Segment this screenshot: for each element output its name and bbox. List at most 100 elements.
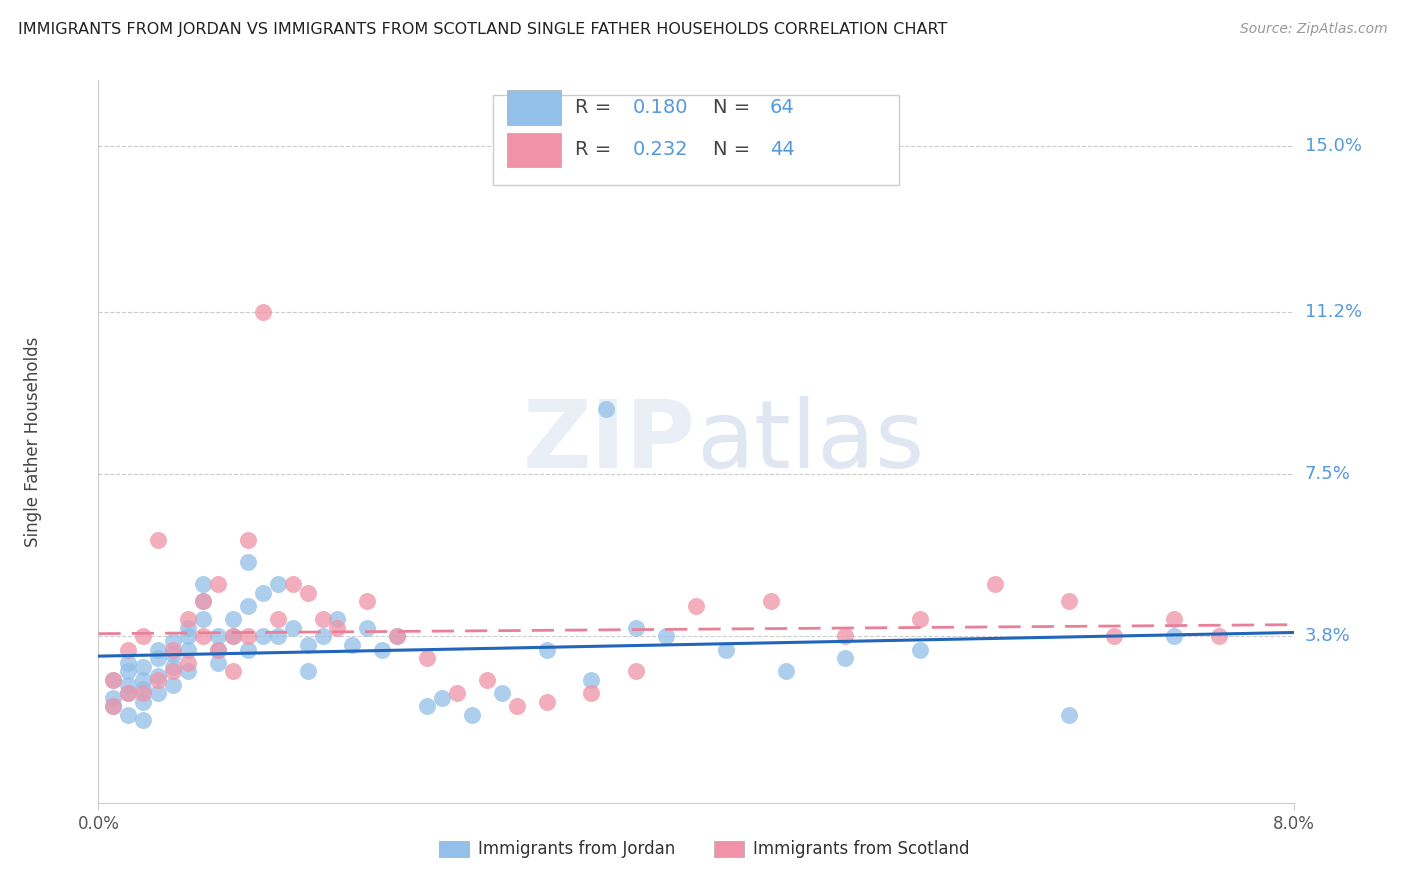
Point <box>236 599 259 613</box>
Point <box>117 686 139 700</box>
Text: 3.8%: 3.8% <box>1305 627 1350 646</box>
Point <box>222 629 245 643</box>
Point <box>117 642 139 657</box>
Text: N =: N = <box>713 140 756 160</box>
Point <box>775 665 797 679</box>
Point <box>1163 612 1185 626</box>
Point <box>148 642 170 657</box>
Point <box>267 629 290 643</box>
Point <box>177 621 200 635</box>
Point <box>177 642 200 657</box>
Text: 15.0%: 15.0% <box>1305 137 1361 155</box>
Text: 44: 44 <box>770 140 794 160</box>
Text: Immigrants from Jordan: Immigrants from Jordan <box>478 840 676 858</box>
Point <box>252 629 274 643</box>
Point <box>356 621 378 635</box>
Point <box>117 677 139 691</box>
Point <box>581 686 603 700</box>
Text: ZIP: ZIP <box>523 395 696 488</box>
Point <box>236 533 259 547</box>
Point <box>162 665 184 679</box>
Point <box>385 629 409 643</box>
Point <box>103 673 125 688</box>
Text: N =: N = <box>713 98 756 117</box>
Point <box>908 642 931 657</box>
Text: 0.180: 0.180 <box>633 98 688 117</box>
Point <box>581 673 603 688</box>
Point <box>103 699 125 714</box>
Point <box>626 621 648 635</box>
Text: Source: ZipAtlas.com: Source: ZipAtlas.com <box>1240 22 1388 37</box>
Point <box>536 642 558 657</box>
Point <box>132 629 155 643</box>
Point <box>506 699 529 714</box>
Point <box>222 665 245 679</box>
Point <box>162 660 184 674</box>
Point <box>117 656 139 670</box>
Point <box>191 594 214 608</box>
Text: IMMIGRANTS FROM JORDAN VS IMMIGRANTS FROM SCOTLAND SINGLE FATHER HOUSEHOLDS CORR: IMMIGRANTS FROM JORDAN VS IMMIGRANTS FRO… <box>18 22 948 37</box>
Point <box>117 708 139 723</box>
Point <box>491 686 513 700</box>
Point <box>103 673 125 688</box>
Point <box>326 612 349 626</box>
Point <box>191 577 214 591</box>
Point <box>311 629 333 643</box>
Point <box>446 686 468 700</box>
Point <box>342 638 364 652</box>
Text: 0.232: 0.232 <box>633 140 689 160</box>
Point <box>267 577 290 591</box>
Point <box>207 629 229 643</box>
FancyBboxPatch shape <box>714 841 744 857</box>
Point <box>416 699 439 714</box>
Point <box>148 533 170 547</box>
Point <box>281 621 304 635</box>
Point <box>1059 708 1081 723</box>
Point <box>595 401 617 416</box>
Point <box>461 708 484 723</box>
Point <box>148 669 170 683</box>
Point <box>132 660 155 674</box>
Point <box>103 699 125 714</box>
Point <box>191 594 214 608</box>
FancyBboxPatch shape <box>508 133 561 167</box>
Point <box>536 695 558 709</box>
Text: 7.5%: 7.5% <box>1305 466 1351 483</box>
Point <box>297 585 319 599</box>
Point <box>267 612 290 626</box>
Point <box>103 690 125 705</box>
Point <box>236 629 259 643</box>
Point <box>117 686 139 700</box>
Point <box>356 594 378 608</box>
Point <box>281 577 304 591</box>
Point <box>759 594 782 608</box>
Point <box>326 621 349 635</box>
Point <box>148 686 170 700</box>
Point <box>297 638 319 652</box>
FancyBboxPatch shape <box>494 95 900 185</box>
Point <box>207 642 229 657</box>
Point <box>132 695 155 709</box>
Point <box>1104 629 1126 643</box>
Text: atlas: atlas <box>696 395 924 488</box>
Point <box>714 642 737 657</box>
Point <box>117 665 139 679</box>
Point <box>834 651 856 665</box>
Text: 11.2%: 11.2% <box>1305 303 1362 321</box>
Text: Single Father Households: Single Father Households <box>24 336 42 547</box>
Point <box>222 612 245 626</box>
Point <box>1163 629 1185 643</box>
Point <box>132 713 155 727</box>
Point <box>207 577 229 591</box>
Point <box>148 651 170 665</box>
Point <box>236 555 259 569</box>
Point <box>162 647 184 661</box>
Point <box>162 677 184 691</box>
Point <box>252 585 274 599</box>
Point <box>655 629 678 643</box>
Point <box>834 629 856 643</box>
Text: Immigrants from Scotland: Immigrants from Scotland <box>754 840 970 858</box>
Point <box>685 599 707 613</box>
Point <box>416 651 439 665</box>
Point <box>1208 629 1230 643</box>
